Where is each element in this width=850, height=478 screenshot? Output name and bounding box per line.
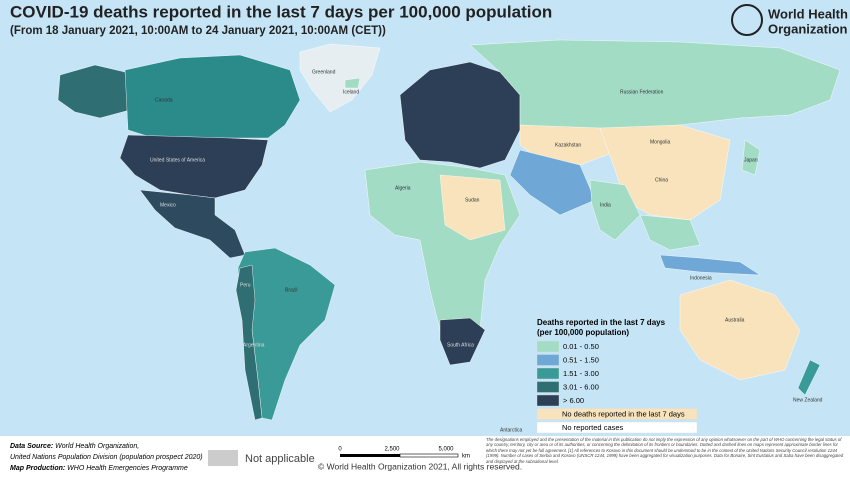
map-label: Australia <box>725 317 745 323</box>
org-name: Organization <box>768 21 848 36</box>
scale-bar: 0 2,500 5,000 km <box>338 447 470 460</box>
legend-title: (per 100,000 population) <box>537 328 629 337</box>
map-labels: Greenland Canada United States of Americ… <box>150 69 823 433</box>
map-label: Russian Federation <box>620 89 664 95</box>
source-line: United Nations Population Division (popu… <box>10 454 203 461</box>
org-name: World Health <box>768 6 848 21</box>
legend-title: Deaths reported in the last 7 days <box>537 318 666 327</box>
data-source: Data Source: World Health Organization, <box>10 443 139 450</box>
map-label: Japan <box>744 157 758 163</box>
title: COVID-19 deaths reported in the last 7 d… <box>10 2 552 21</box>
map-label: Greenland <box>312 69 336 75</box>
source-text: World Health Organization, <box>55 443 139 450</box>
map-label: Indonesia <box>690 275 712 281</box>
map-label: Mongolia <box>650 139 671 145</box>
legend: 0.01 - 0.50 0.51 - 1.50 1.51 - 3.00 3.01 - … <box>536 340 698 434</box>
land <box>57 39 841 421</box>
production: Map Production: WHO Health Emergencies P… <box>10 465 188 472</box>
map-label: Antarctica <box>500 427 522 433</box>
legend-label: 0.01 - 0.50 <box>563 342 599 351</box>
production-label: Map Production: <box>10 465 65 472</box>
who-emblem <box>731 4 763 36</box>
copyright: © World Health Organization 2021, All ri… <box>318 461 522 471</box>
map-label: Kazakhstan <box>555 142 581 148</box>
scale-label: 2,500 <box>384 447 400 453</box>
source-label: Data Source: <box>10 443 53 450</box>
map-label: China <box>655 177 668 183</box>
map-label: Algeria <box>395 185 411 191</box>
legend-label: 1.51 - 3.00 <box>563 369 599 378</box>
subtitle: (From 18 January 2021, 10:00AM to 24 Jan… <box>10 25 386 37</box>
legend-swatch <box>536 421 698 434</box>
legend-swatch <box>536 367 560 380</box>
map-label: Brazil <box>285 287 298 293</box>
scale-label: 5,000 <box>438 447 454 453</box>
legend-swatch <box>536 340 560 353</box>
legend-label: No deaths reported in the last 7 days <box>562 409 685 418</box>
production-text: WHO Health Emergencies Programme <box>67 465 188 472</box>
legend-label: 3.01 - 6.00 <box>563 382 599 391</box>
legend-label: 0.51 - 1.50 <box>563 355 599 364</box>
map-label: New Zealand <box>793 397 823 403</box>
map-label: India <box>600 202 611 208</box>
map-label: United States of America <box>150 157 205 163</box>
not-applicable-swatch <box>208 450 238 466</box>
legend-swatch <box>536 394 560 407</box>
scale-label: 0 <box>338 447 342 453</box>
map-label: Mexico <box>160 202 176 208</box>
legend-label: No reported cases <box>562 423 624 432</box>
map-label: Canada <box>155 97 173 103</box>
scale-segment <box>340 454 400 457</box>
map-label: Iceland <box>343 89 359 95</box>
legend-swatch <box>536 408 698 420</box>
map-label: South Africa <box>447 342 474 348</box>
map-label: Argentina <box>243 342 265 348</box>
scale-segment <box>399 453 459 458</box>
disclaimer: The designations employed and the presen… <box>486 437 844 464</box>
legend-label: > 6.00 <box>563 396 584 405</box>
scale-unit: km <box>462 454 470 460</box>
legend-swatch <box>536 354 560 366</box>
map-label: Sudan <box>465 197 480 203</box>
legend-swatch <box>536 381 560 393</box>
map-label: Peru <box>240 282 251 288</box>
not-applicable: Not applicable <box>245 453 315 465</box>
